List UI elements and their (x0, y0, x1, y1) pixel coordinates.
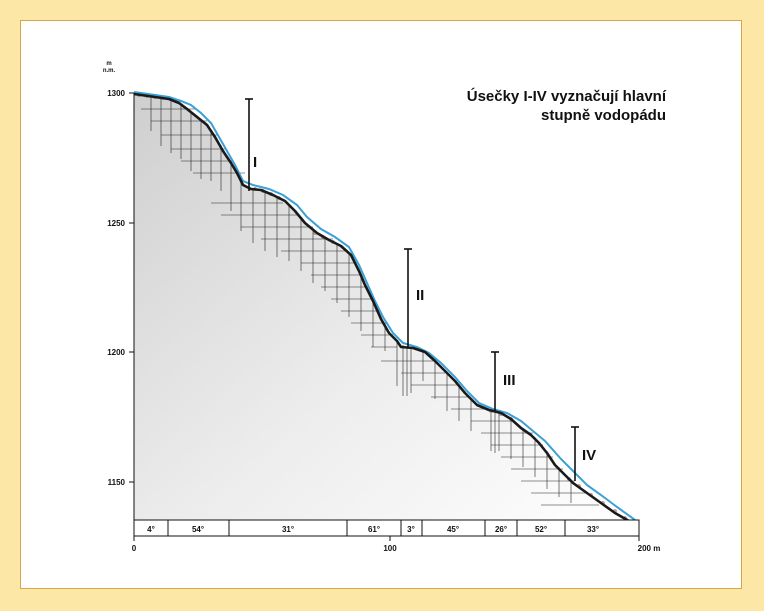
segment-label-1: 4° (147, 525, 155, 534)
joint-hatching (141, 97, 599, 506)
step-label-IV: IV (582, 447, 596, 464)
figure-frame: I II III IV Úsečky I-IV vyznačují hlavní… (20, 20, 742, 589)
y-axis-unit-nm: n.m. (103, 68, 116, 74)
step-label-II: II (416, 287, 424, 304)
x-tick-0: 0 (132, 544, 137, 553)
x-tick-100: 100 (383, 544, 397, 553)
bed-profile-line (133, 92, 638, 526)
x-tick-200: 200 m (638, 544, 661, 553)
y-axis: m n.m. 1300 1250 1200 1150 (103, 61, 135, 525)
y-tick-1150: 1150 (108, 478, 126, 487)
segment-label-8: 52° (535, 525, 547, 534)
water-surface-line (133, 91, 640, 524)
step-marker-IV (571, 426, 579, 481)
step-marker-I (245, 98, 253, 191)
y-axis-unit-m: m (106, 61, 111, 67)
segment-label-6: 45° (447, 525, 459, 534)
step-label-III: III (503, 372, 516, 389)
waterfall-profile-diagram: I II III IV Úsečky I-IV vyznačují hlavní… (103, 61, 667, 553)
segment-band (133, 519, 640, 537)
segment-label-9: 33° (587, 525, 599, 534)
segment-label-3: 31° (282, 525, 294, 534)
x-axis (133, 536, 640, 541)
ground-shading (134, 94, 635, 526)
y-tick-1200: 1200 (107, 348, 125, 357)
step-label-I: I (253, 154, 257, 171)
y-tick-1250: 1250 (107, 219, 125, 228)
step-marker-III (491, 351, 499, 411)
step-markers (245, 98, 579, 481)
title-line-2: stupně vodopádu (541, 107, 666, 124)
segment-label-7: 26° (495, 525, 507, 534)
step-marker-II (404, 248, 412, 348)
y-tick-1300: 1300 (107, 89, 125, 98)
segment-label-2: 54° (192, 525, 204, 534)
title-line-1: Úsečky I-IV vyznačují hlavní (467, 87, 667, 105)
segment-label-5: 3° (407, 525, 415, 534)
segment-label-4: 61° (368, 525, 380, 534)
